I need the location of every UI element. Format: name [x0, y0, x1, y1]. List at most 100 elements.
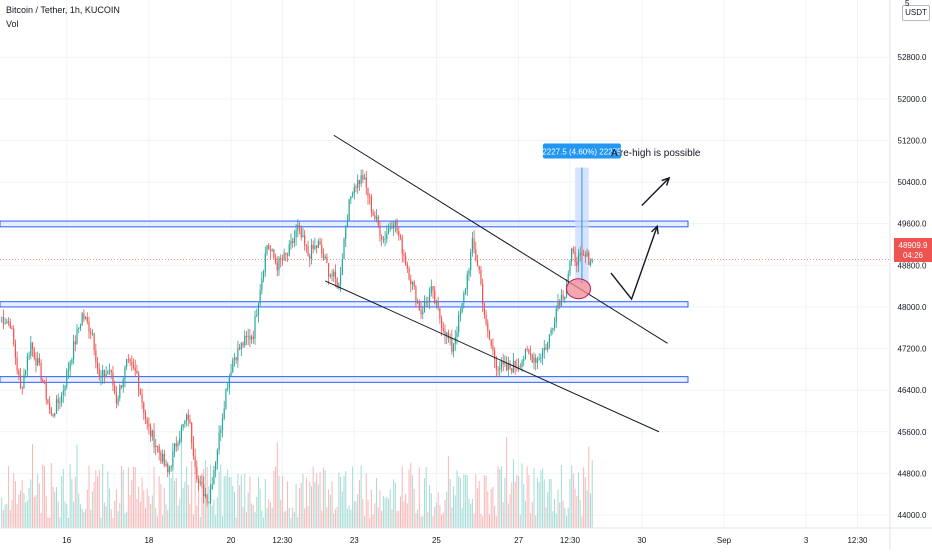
candle-body: [245, 335, 248, 337]
annotation-text[interactable]: A re-high is possible: [611, 148, 701, 159]
candle-body: [218, 433, 220, 451]
candle-body: [338, 283, 340, 289]
volume-bar: [425, 467, 427, 528]
candle-body: [406, 264, 408, 269]
volume-bar: [352, 466, 354, 528]
support-resistance-zones[interactable]: [0, 220, 689, 383]
x-tick-label: 12:30: [560, 536, 581, 545]
candle-body: [276, 262, 278, 271]
candle-body: [452, 343, 455, 352]
volume-bar: [542, 468, 544, 528]
horizontal-zone: [0, 220, 689, 228]
candle-body: [564, 296, 566, 300]
candle-body: [283, 252, 285, 261]
volume-bar: [521, 463, 523, 528]
volume-bar: [334, 509, 336, 528]
candle-body: [393, 224, 395, 229]
volume-bar: [122, 469, 124, 528]
volume-bar: [57, 501, 59, 528]
volume-bar: [485, 476, 487, 528]
candle-body: [184, 420, 186, 424]
volume-bar: [403, 501, 405, 528]
volume-bar: [121, 466, 123, 528]
volume-bar: [346, 508, 348, 528]
volume-bar: [11, 499, 13, 528]
volume-bar: [275, 466, 277, 528]
volume-bar: [146, 488, 148, 528]
candle-body: [360, 175, 362, 184]
candle-body: [507, 363, 509, 371]
volume-bar: [382, 496, 384, 528]
currency-button[interactable]: 5 USDT: [902, 0, 930, 21]
candle-body: [292, 241, 294, 244]
volume-bar: [230, 477, 232, 528]
candle-body: [334, 271, 337, 279]
candle-body: [545, 347, 547, 350]
volume-bar: [377, 507, 379, 528]
candle-body: [264, 253, 266, 272]
candle-body: [329, 274, 331, 277]
candle-body: [47, 399, 49, 404]
candle-body: [132, 364, 135, 368]
volume-indicator-label[interactable]: Vol: [6, 19, 19, 29]
volume-bar: [393, 479, 395, 528]
volume-bar: [564, 507, 566, 528]
candle-body: [449, 337, 451, 339]
candle-body: [379, 225, 381, 237]
candle-body: [100, 376, 102, 378]
candle-body: [93, 333, 95, 351]
volume-bar: [37, 474, 39, 528]
candle-body: [42, 379, 44, 383]
candle-body: [458, 315, 460, 333]
volume-bar: [90, 509, 92, 528]
candle-body: [11, 328, 13, 330]
breakout-highlight-circle: [566, 278, 591, 300]
volume-bar: [165, 504, 167, 528]
candle-body: [502, 361, 504, 365]
candle-body: [203, 484, 205, 497]
candle-body: [4, 323, 6, 325]
candle-body: [541, 350, 544, 358]
candle-body: [66, 370, 68, 387]
candle-body: [482, 283, 484, 305]
volume-bar: [62, 468, 64, 528]
candle-body: [300, 227, 302, 237]
volume-bar: [483, 475, 485, 528]
drawings[interactable]: [324, 134, 671, 433]
candle-body: [197, 478, 200, 484]
candle-body: [309, 255, 311, 259]
candle-body: [517, 365, 520, 368]
volume-bar: [124, 513, 126, 528]
measure-label: 2227.5 (4.60%) 22275: [542, 143, 622, 159]
volume-bar: [91, 491, 93, 528]
volume-bar: [172, 464, 174, 528]
candle-body: [321, 245, 323, 254]
volume-bar: [391, 509, 393, 528]
candle-body: [521, 360, 523, 367]
volume-bar: [463, 474, 465, 528]
candle-body: [535, 357, 537, 363]
candle-body: [252, 336, 254, 339]
candle-body: [155, 445, 157, 448]
candle-body: [23, 374, 25, 389]
trendline: [333, 134, 668, 344]
candle-body: [172, 451, 174, 467]
volume-bar: [355, 501, 357, 528]
volume-bar: [244, 473, 246, 528]
candle-body: [28, 355, 30, 357]
volume-bar: [273, 470, 275, 528]
candle-body: [451, 337, 453, 352]
volume-bar: [581, 516, 583, 528]
volume-bar: [40, 513, 42, 528]
symbol-title[interactable]: Bitcoin / Tether, 1h, KUCOIN: [6, 5, 120, 15]
volume-bar: [278, 475, 280, 528]
volume-bar: [316, 473, 318, 528]
volume-bar: [465, 474, 467, 528]
candle-body: [50, 408, 52, 414]
volume-bar: [201, 472, 203, 528]
volume-bar: [310, 486, 313, 528]
volume-bar: [249, 476, 251, 528]
